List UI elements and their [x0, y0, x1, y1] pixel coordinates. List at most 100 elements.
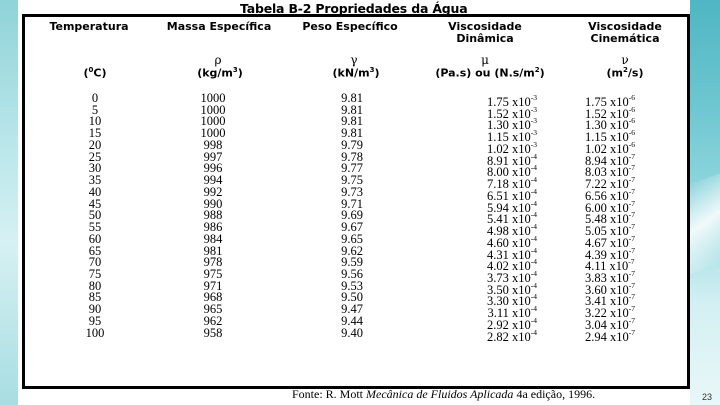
- cell-massa-especifica: 1000: [200, 91, 226, 105]
- cell-viscosidade-dinamica: 6.51 x10-4: [487, 186, 537, 204]
- page-number: 23: [701, 392, 712, 402]
- cell-viscosidade-cinematica: 3.41 x10-7: [585, 292, 635, 309]
- cell-temperatura: 10: [88, 114, 102, 129]
- cell-temperatura: 20: [88, 137, 102, 152]
- table-row: 25 997 9.78 8.91 x10-4 8.94 x10-7: [25, 149, 687, 167]
- table-row: 90 965 9.47 3.11 x10-4 3.22 x10-7: [25, 302, 687, 320]
- cell-peso-especifico: 9.81: [341, 91, 363, 105]
- cell-peso-especifico: 9.69: [341, 208, 363, 223]
- table-row: 0 1000 9.81 1.75 x10-3 1.75 x10-6: [25, 91, 687, 109]
- cell-peso-especifico: 9.56: [341, 267, 363, 282]
- cell-peso-especifico: 9.81: [341, 102, 363, 117]
- symbol-gamma: γ: [350, 53, 358, 67]
- cell-peso-especifico: 9.44: [341, 313, 363, 328]
- cell-temperatura: 50: [88, 208, 102, 223]
- cell-peso-especifico: 9.53: [341, 278, 363, 293]
- header-din-line2: Dinâmica: [456, 32, 514, 45]
- unit-peso: (kN/m3): [332, 66, 380, 80]
- table-body: 0 1000 9.81 1.75 x10-3 1.75 x10-6 5 1000 9.81 1.…: [25, 91, 687, 343]
- source-citation: Fonte: R. Mott Mecânica de Fluidos Aplic…: [292, 387, 596, 401]
- cell-viscosidade-cinematica: 1.15 x10-6: [585, 128, 635, 145]
- cell-massa-especifica: 978: [203, 255, 223, 270]
- cell-viscosidade-cinematica: 6.56 x10-7: [585, 186, 635, 204]
- cell-temperatura: 30: [88, 161, 102, 176]
- unit-massa: (kg/m3): [197, 66, 243, 80]
- cell-peso-especifico: 9.78: [341, 149, 363, 164]
- cell-massa-especifica: 975: [203, 267, 223, 282]
- cell-viscosidade-dinamica: 1.02 x10-3: [487, 139, 537, 157]
- cell-peso-especifico: 9.81: [341, 126, 363, 141]
- table-row: 10 1000 9.81 1.30 x10-3 1.30 x10-6: [25, 114, 687, 132]
- cell-temperatura: 70: [88, 255, 102, 270]
- cell-viscosidade-dinamica: 1.52 x10-3: [487, 104, 537, 121]
- cell-peso-especifico: 9.59: [341, 255, 363, 270]
- cell-massa-especifica: 990: [203, 196, 223, 211]
- cell-viscosidade-cinematica: 3.04 x10-7: [585, 315, 635, 333]
- cell-massa-especifica: 998: [203, 137, 223, 152]
- cell-viscosidade-dinamica: 4.60 x10-4: [487, 233, 537, 250]
- cell-peso-especifico: 9.50: [341, 290, 363, 305]
- table-row: 30 996 9.77 8.00 x10-4 8.03 x10-7: [25, 161, 687, 179]
- cell-peso-especifico: 9.62: [341, 243, 363, 258]
- table-row: 60 984 9.65 4.60 x10-4 4.67 x10-7: [25, 231, 687, 250]
- cell-massa-especifica: 994: [203, 173, 223, 188]
- cell-viscosidade-cinematica: 1.52 x10-6: [585, 104, 635, 121]
- header-din-line1: Viscosidade: [448, 20, 522, 33]
- cell-massa-especifica: 958: [203, 325, 223, 340]
- header-peso-especifico: Peso Específico: [302, 20, 398, 33]
- cell-viscosidade-dinamica: 4.98 x10-4: [487, 222, 537, 239]
- slide-left-decoration: [0, 0, 18, 405]
- cell-viscosidade-dinamica: 1.15 x10-3: [487, 128, 537, 145]
- cell-temperatura: 100: [85, 325, 105, 340]
- cell-viscosidade-cinematica: 8.03 x10-7: [585, 163, 635, 180]
- header-massa-especifica: Massa Específica: [166, 20, 272, 33]
- table-row: 55 986 9.67 4.98 x10-4 5.05 x10-7: [25, 220, 687, 238]
- cell-peso-especifico: 9.67: [341, 220, 363, 235]
- cell-massa-especifica: 1000: [200, 126, 226, 141]
- header-temperatura: Temperatura: [49, 20, 129, 33]
- header-cin-line2: Cinemática: [590, 32, 660, 45]
- table-row: 95 962 9.44 2.92 x10-4 3.04 x10-7: [25, 313, 687, 332]
- cell-peso-especifico: 9.65: [341, 231, 363, 246]
- cell-massa-especifica: 968: [203, 290, 223, 305]
- table-row: 100 958 9.40 2.82 x10-4 2.94 x10-7: [25, 325, 687, 343]
- cell-viscosidade-dinamica: 4.31 x10-4: [487, 245, 537, 262]
- cell-massa-especifica: 997: [203, 149, 223, 164]
- cell-viscosidade-cinematica: 3.22 x10-7: [585, 304, 635, 321]
- cell-massa-especifica: 965: [203, 302, 223, 317]
- cell-massa-especifica: 984: [203, 231, 223, 246]
- cell-viscosidade-dinamica: 3.73 x10-4: [487, 269, 537, 286]
- symbol-rho: ρ: [214, 53, 222, 67]
- cell-temperatura: 25: [88, 149, 102, 164]
- cell-massa-especifica: 996: [203, 161, 223, 176]
- cell-peso-especifico: 9.77: [341, 161, 363, 176]
- cell-temperatura: 85: [88, 290, 102, 305]
- cell-massa-especifica: 988: [203, 208, 223, 223]
- table-row: 50 988 9.69 5.41 x10-4 5.48 x10-7: [25, 208, 687, 226]
- cell-temperatura: 40: [88, 184, 102, 199]
- cell-viscosidade-dinamica: 4.02 x10-4: [487, 257, 537, 274]
- table-row: 70 978 9.59 4.02 x10-4 4.11 x10-7: [25, 255, 687, 273]
- cell-viscosidade-cinematica: 4.67 x10-7: [585, 233, 635, 250]
- table-row: 65 981 9.62 4.31 x10-4 4.39 x10-7: [25, 243, 687, 261]
- cell-viscosidade-dinamica: 8.91 x10-4: [487, 151, 537, 168]
- table-row: 85 968 9.50 3.30 x10-4 3.41 x10-7: [25, 290, 687, 308]
- cell-viscosidade-cinematica: 3.83 x10-7: [585, 269, 635, 286]
- cell-viscosidade-dinamica: 5.94 x10-4: [487, 198, 537, 215]
- cell-viscosidade-cinematica: 3.60 x10-7: [585, 280, 635, 297]
- cell-viscosidade-dinamica: 2.82 x10-4: [487, 327, 537, 344]
- cell-viscosidade-cinematica: 5.48 x10-7: [585, 210, 635, 227]
- table-row: 35 994 9.75 7.18 x10-4 7.22 x10-7: [25, 173, 687, 191]
- unit-cinematica: (m2/s): [606, 66, 644, 80]
- cell-viscosidade-cinematica: 5.05 x10-7: [585, 222, 635, 239]
- cell-temperatura: 95: [88, 313, 102, 328]
- table-row: 15 1000 9.81 1.15 x10-3 1.15 x10-6: [25, 126, 687, 144]
- cell-peso-especifico: 9.79: [341, 137, 363, 152]
- cell-temperatura: 60: [88, 231, 102, 246]
- cell-massa-especifica: 962: [203, 313, 223, 328]
- symbol-mu: μ: [481, 53, 489, 67]
- table-row: 20 998 9.79 1.02 x10-3 1.02 x10-6: [25, 137, 687, 156]
- properties-table: Temperatura (0C) Massa Específica ρ (kg/…: [22, 14, 690, 389]
- cell-temperatura: 35: [88, 173, 102, 188]
- cell-viscosidade-dinamica: 1.75 x10-3: [487, 93, 537, 110]
